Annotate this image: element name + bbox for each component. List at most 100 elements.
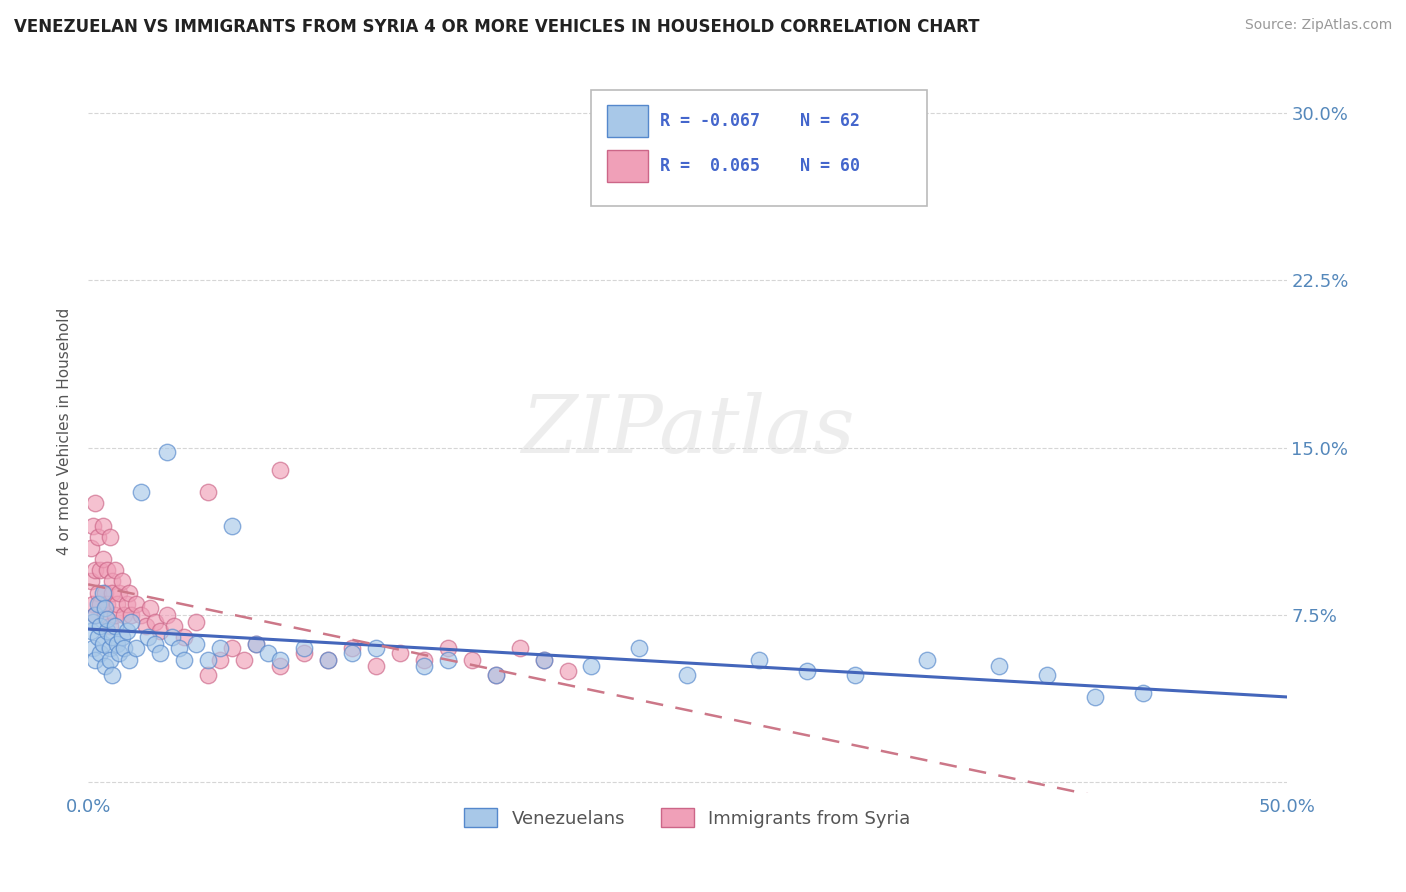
Point xyxy=(388,646,411,660)
Point xyxy=(84,496,107,510)
Point xyxy=(129,607,152,622)
Point xyxy=(292,641,315,656)
Point xyxy=(533,652,555,666)
Point xyxy=(89,563,111,577)
Point xyxy=(436,641,458,656)
Point xyxy=(628,641,651,656)
Point xyxy=(173,630,195,644)
Point xyxy=(364,641,387,656)
Point xyxy=(91,552,114,566)
Point xyxy=(108,585,131,599)
Point xyxy=(98,530,121,544)
Point xyxy=(748,652,770,666)
Point xyxy=(257,646,280,660)
Point xyxy=(87,530,110,544)
Point xyxy=(111,574,134,589)
Point xyxy=(184,615,207,629)
Point xyxy=(245,637,267,651)
Point xyxy=(87,630,110,644)
Point xyxy=(1036,668,1059,682)
Point xyxy=(118,585,141,599)
Point xyxy=(197,485,219,500)
Point xyxy=(94,585,117,599)
Point xyxy=(94,659,117,673)
Point xyxy=(915,652,938,666)
Point xyxy=(221,518,243,533)
Point xyxy=(676,668,699,682)
Point xyxy=(364,659,387,673)
Point xyxy=(340,646,363,660)
Point xyxy=(115,624,138,638)
Point xyxy=(118,652,141,666)
Point xyxy=(101,668,124,682)
Point xyxy=(103,619,125,633)
Point xyxy=(149,646,172,660)
Point xyxy=(82,615,104,629)
Point xyxy=(156,607,179,622)
Point xyxy=(105,637,128,651)
Point xyxy=(557,664,579,678)
Text: R = -0.067    N = 62: R = -0.067 N = 62 xyxy=(659,112,860,129)
Point xyxy=(101,630,124,644)
Point xyxy=(96,624,118,638)
Point xyxy=(84,652,107,666)
Point xyxy=(112,641,135,656)
Point xyxy=(135,619,157,633)
FancyBboxPatch shape xyxy=(607,104,648,136)
Point xyxy=(316,652,339,666)
Point xyxy=(111,630,134,644)
Point xyxy=(173,652,195,666)
Point xyxy=(160,630,183,644)
Point xyxy=(84,607,107,622)
Point xyxy=(233,652,256,666)
Point xyxy=(460,652,482,666)
Point xyxy=(796,664,818,678)
FancyBboxPatch shape xyxy=(592,90,927,206)
Point xyxy=(149,624,172,638)
Text: R =  0.065    N = 60: R = 0.065 N = 60 xyxy=(659,157,860,176)
Point xyxy=(1132,686,1154,700)
Point xyxy=(96,612,118,626)
Point xyxy=(82,518,104,533)
Point xyxy=(101,585,124,599)
Point xyxy=(94,607,117,622)
Text: Source: ZipAtlas.com: Source: ZipAtlas.com xyxy=(1244,18,1392,32)
Point xyxy=(84,607,107,622)
Point xyxy=(184,637,207,651)
Point xyxy=(208,652,231,666)
Point xyxy=(125,641,148,656)
Point xyxy=(91,637,114,651)
Point xyxy=(143,637,166,651)
Point xyxy=(79,624,101,638)
Point xyxy=(167,641,190,656)
Point xyxy=(269,652,291,666)
Point xyxy=(436,652,458,666)
Legend: Venezuelans, Immigrants from Syria: Venezuelans, Immigrants from Syria xyxy=(457,801,918,835)
Point xyxy=(139,601,162,615)
Point xyxy=(89,646,111,660)
Y-axis label: 4 or more Vehicles in Household: 4 or more Vehicles in Household xyxy=(58,308,72,555)
Point xyxy=(105,597,128,611)
Point xyxy=(120,615,142,629)
Point xyxy=(1084,690,1107,705)
Point xyxy=(96,597,118,611)
Point xyxy=(112,607,135,622)
Point xyxy=(245,637,267,651)
Point xyxy=(91,585,114,599)
Point xyxy=(208,641,231,656)
Point xyxy=(156,445,179,459)
Point xyxy=(844,668,866,682)
Point xyxy=(412,652,434,666)
Point xyxy=(98,619,121,633)
Point xyxy=(269,659,291,673)
Point xyxy=(120,607,142,622)
Point xyxy=(197,652,219,666)
Point xyxy=(292,646,315,660)
Text: VENEZUELAN VS IMMIGRANTS FROM SYRIA 4 OR MORE VEHICLES IN HOUSEHOLD CORRELATION : VENEZUELAN VS IMMIGRANTS FROM SYRIA 4 OR… xyxy=(14,18,980,36)
FancyBboxPatch shape xyxy=(607,151,648,182)
Point xyxy=(143,615,166,629)
Point xyxy=(84,563,107,577)
Point xyxy=(197,668,219,682)
Point xyxy=(115,597,138,611)
Point xyxy=(89,597,111,611)
